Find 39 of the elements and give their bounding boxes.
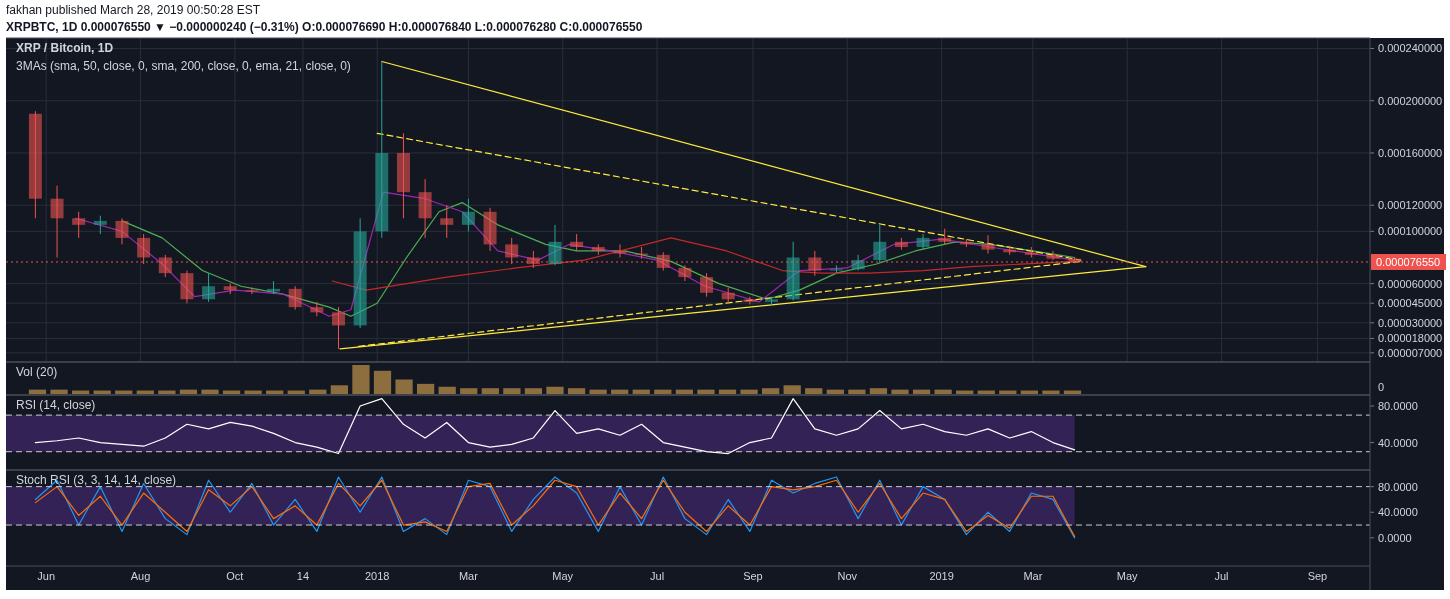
y-tick-label: 0.000120000 <box>1378 199 1443 212</box>
x-tick-label: Sep <box>743 570 763 582</box>
y-tick-label: 40.0000 <box>1378 506 1418 519</box>
y-tick-label: 0.000200000 <box>1378 94 1443 107</box>
ref-line-label: 0.000076550 <box>1376 255 1441 268</box>
x-tick-label: 2018 <box>364 570 390 582</box>
y-tick-label: 0.000018000 <box>1378 332 1443 345</box>
chart-title: Stoch RSI (3, 3, 14, 14, close) <box>16 473 177 487</box>
chart-title: Vol (20) <box>16 365 58 379</box>
text: XRPBTC, 1D 0.000076550 ▼ −0.000000240 (−0.31%) O:0.000076690 H:0.000076840 L:0.000076280 C:0.000076550 <box>6 20 643 34</box>
x-tick-label: 2019 <box>929 570 954 582</box>
y-tick-label: 0.000240000 <box>1378 42 1443 55</box>
x-tick-label: May <box>552 570 574 582</box>
x-tick-label: Jul <box>650 570 665 582</box>
x-tick-label: Mar <box>458 570 479 582</box>
x-tick-label: Mar <box>1023 570 1043 582</box>
y-tick-label: 0.000007000 <box>1378 346 1443 359</box>
text: 3MAs (sma, 50, close, 0, sma, 200, close, 0, ema, 21, close, 0) <box>16 59 351 73</box>
text: 0 <box>1378 381 1385 393</box>
y-tick-label: 0.000060000 <box>1378 277 1443 290</box>
x-tick-label: Jul <box>1214 570 1229 582</box>
x-tick-label: Oct <box>226 570 244 582</box>
y-tick-label: 0.000030000 <box>1378 316 1443 329</box>
y-tick-label: 40.0000 <box>1378 436 1418 449</box>
x-tick-label: Aug <box>130 570 151 582</box>
x-tick-label: May <box>1116 570 1139 582</box>
x-tick-label: Sep <box>1307 570 1328 582</box>
y-tick-label: 80.0000 <box>1378 480 1418 493</box>
x-tick-label: Nov <box>837 570 858 582</box>
y-tick-label: 0.0000 <box>1378 531 1412 544</box>
y-tick-label: 0.000160000 <box>1378 146 1443 159</box>
y-tick-label: 0.000100000 <box>1378 225 1443 238</box>
chart-title: XRP / Bitcoin, 1D <box>16 41 114 55</box>
x-tick-label: 14 <box>296 570 310 582</box>
y-tick-label: 0.000045000 <box>1378 297 1443 310</box>
chart-title: RSI (14, close) <box>16 398 96 412</box>
text: fakhan published March 28, 2019 00:50:28 EST <box>6 3 261 17</box>
y-tick-label: 80.0000 <box>1378 399 1418 412</box>
x-tick-label: Jun <box>37 570 56 582</box>
